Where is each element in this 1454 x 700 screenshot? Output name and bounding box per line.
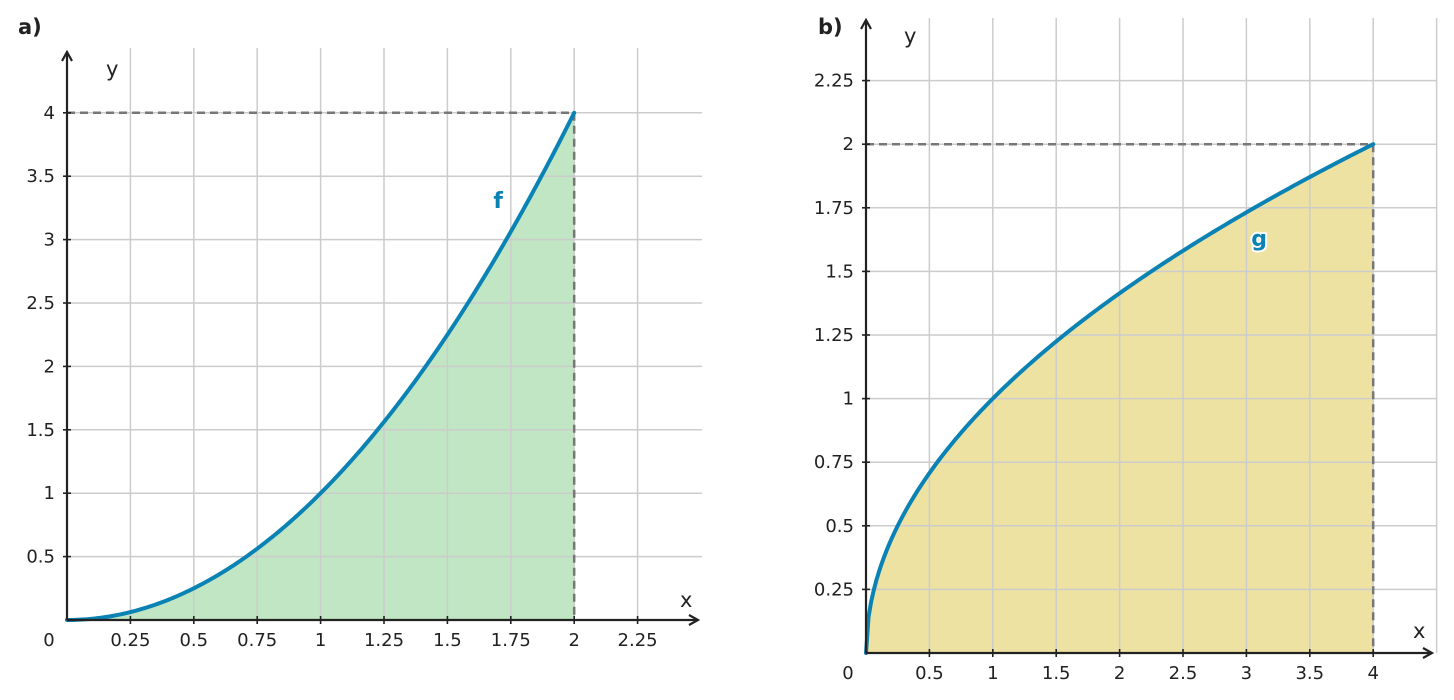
y-tick-label: 1.5	[825, 261, 854, 282]
y-tick-label: 0.75	[814, 452, 854, 473]
y-axis-label: y	[904, 24, 916, 48]
y-tick-label: 1	[44, 483, 55, 504]
x-tick-label: 2	[568, 630, 579, 651]
y-axis-label: y	[106, 57, 118, 81]
y-tick-label: 2	[44, 356, 55, 377]
y-tick-label: 3.5	[26, 166, 55, 187]
panel-label: b)	[818, 15, 843, 39]
panel-label: a)	[18, 15, 42, 39]
y-tick-label: 4	[44, 103, 55, 124]
origin-label: 0	[842, 663, 853, 684]
curve-label: f	[493, 189, 503, 214]
origin-label: 0	[43, 630, 54, 651]
y-tick-label: 2.5	[26, 293, 55, 314]
y-tick-label: 0.25	[814, 579, 854, 600]
x-tick-label: 3.5	[1295, 663, 1324, 684]
x-tick-label: 1.75	[491, 630, 531, 651]
y-tick-label: 1.5	[26, 420, 55, 441]
x-tick-label: 2.25	[618, 630, 658, 651]
x-tick-label: 0.75	[237, 630, 277, 651]
x-axis-label: x	[1413, 619, 1425, 643]
x-tick-label: 3	[1241, 663, 1252, 684]
y-tick-label: 3	[44, 230, 55, 251]
y-tick-label: 1	[843, 389, 854, 410]
x-tick-label: 1.5	[433, 630, 462, 651]
x-tick-label: 2.5	[1169, 663, 1198, 684]
x-axis-label: x	[680, 588, 692, 612]
x-tick-label: 2	[1114, 663, 1125, 684]
chart-panel-a: 0.25 0.5 0.75 1 1.25 1.5 1.75 2 2.25 0.5 1 1.5 2 2.5 3…	[18, 15, 702, 651]
x-tick-label: 0.5	[915, 663, 944, 684]
y-tick-label: 0.5	[26, 547, 55, 568]
x-tick-label: 0.25	[110, 630, 150, 651]
y-tick-label: 2.25	[814, 71, 854, 92]
x-tick-label: 1	[315, 630, 326, 651]
y-tick-label: 1.25	[814, 325, 854, 346]
x-tick-label: 1.5	[1042, 663, 1071, 684]
x-tick-label: 1.25	[364, 630, 404, 651]
curve-label: g	[1251, 227, 1267, 252]
x-tick-label: 1	[987, 663, 998, 684]
function-curve	[864, 142, 1376, 655]
x-tick-label: 0.5	[179, 630, 208, 651]
chart-panel-b: 0.5 1 1.5 2 2.5 3 3.5 4 0.25 0.5 0.75 1 1.25 1.5 1.75 2…	[814, 15, 1438, 684]
x-tick-label: 4	[1367, 663, 1378, 684]
y-tick-label: 0.5	[825, 516, 854, 537]
y-tick-label: 1.75	[814, 198, 854, 219]
function-curve	[65, 110, 577, 622]
y-tick-label: 2	[843, 134, 854, 155]
